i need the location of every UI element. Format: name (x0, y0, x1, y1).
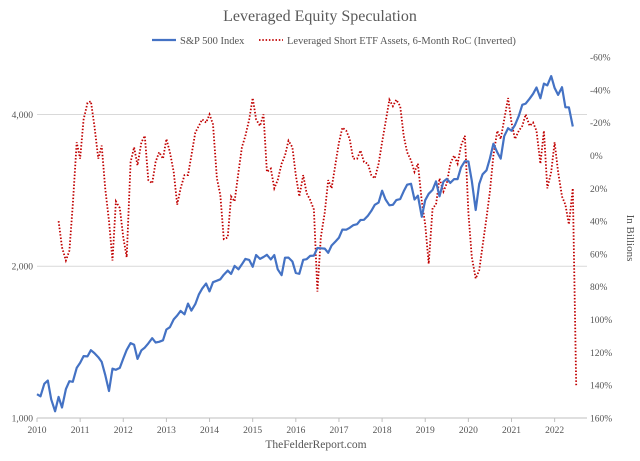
right-tick-label: 120% (590, 349, 612, 359)
x-tick-label: 2019 (416, 426, 435, 436)
series-sp500-line (36, 74, 574, 413)
x-tick-label: 2014 (200, 426, 219, 436)
x-tick-label: 2018 (373, 426, 392, 436)
right-tick-label: -40% (590, 86, 611, 96)
x-tick-label: 2012 (114, 426, 133, 436)
left-tick-label: 2,000 (12, 263, 34, 273)
x-axis: 2010 2011 2012 2013 2014 2015 2016 2017 2018 2019… (28, 417, 587, 436)
legend-leveraged-label: Leveraged Short ETF Assets, 6-Month RoC … (287, 36, 516, 47)
x-tick-label: 2013 (157, 426, 176, 436)
right-tick-label: -20% (590, 119, 611, 129)
left-tick-label: 4,000 (12, 111, 34, 121)
x-tick-label: 2011 (71, 426, 90, 436)
left-axis: 1,000 2,000 4,000 (12, 111, 34, 425)
x-tick-label: 2016 (286, 426, 305, 436)
right-tick-label: 0% (590, 152, 603, 162)
right-tick-label: 140% (590, 382, 612, 392)
series-leveraged-short-etf-line (57, 96, 578, 386)
x-tick-label: 2010 (28, 426, 47, 436)
x-tick-label: 2017 (329, 426, 348, 436)
right-tick-label: 80% (590, 283, 608, 293)
right-tick-label: 100% (590, 316, 612, 326)
x-tick-label: 2021 (502, 426, 521, 436)
right-tick-label: 160% (590, 415, 612, 425)
x-tick-label: 2022 (545, 426, 564, 436)
right-tick-label: 60% (590, 250, 608, 260)
right-axis-title: In Billions (624, 215, 636, 262)
legend: S&P 500 Index Leveraged Short ETF Assets… (152, 36, 516, 47)
right-tick-label: 40% (590, 218, 608, 228)
left-tick-label: 1,000 (12, 415, 34, 425)
legend-sp500-label: S&P 500 Index (180, 36, 245, 47)
x-tick-label: 2020 (459, 426, 478, 436)
right-axis: -60% -40% -20% 0% 20% 40% 60% 80% 100% 120% 140% 16… (590, 54, 612, 425)
gridlines (37, 113, 587, 267)
footer-source: TheFelderReport.com (265, 439, 366, 451)
x-tick-label: 2015 (243, 426, 262, 436)
chart-title: Leveraged Equity Speculation (223, 8, 417, 25)
right-tick-label: 20% (590, 185, 608, 195)
right-tick-label: -60% (590, 54, 611, 64)
